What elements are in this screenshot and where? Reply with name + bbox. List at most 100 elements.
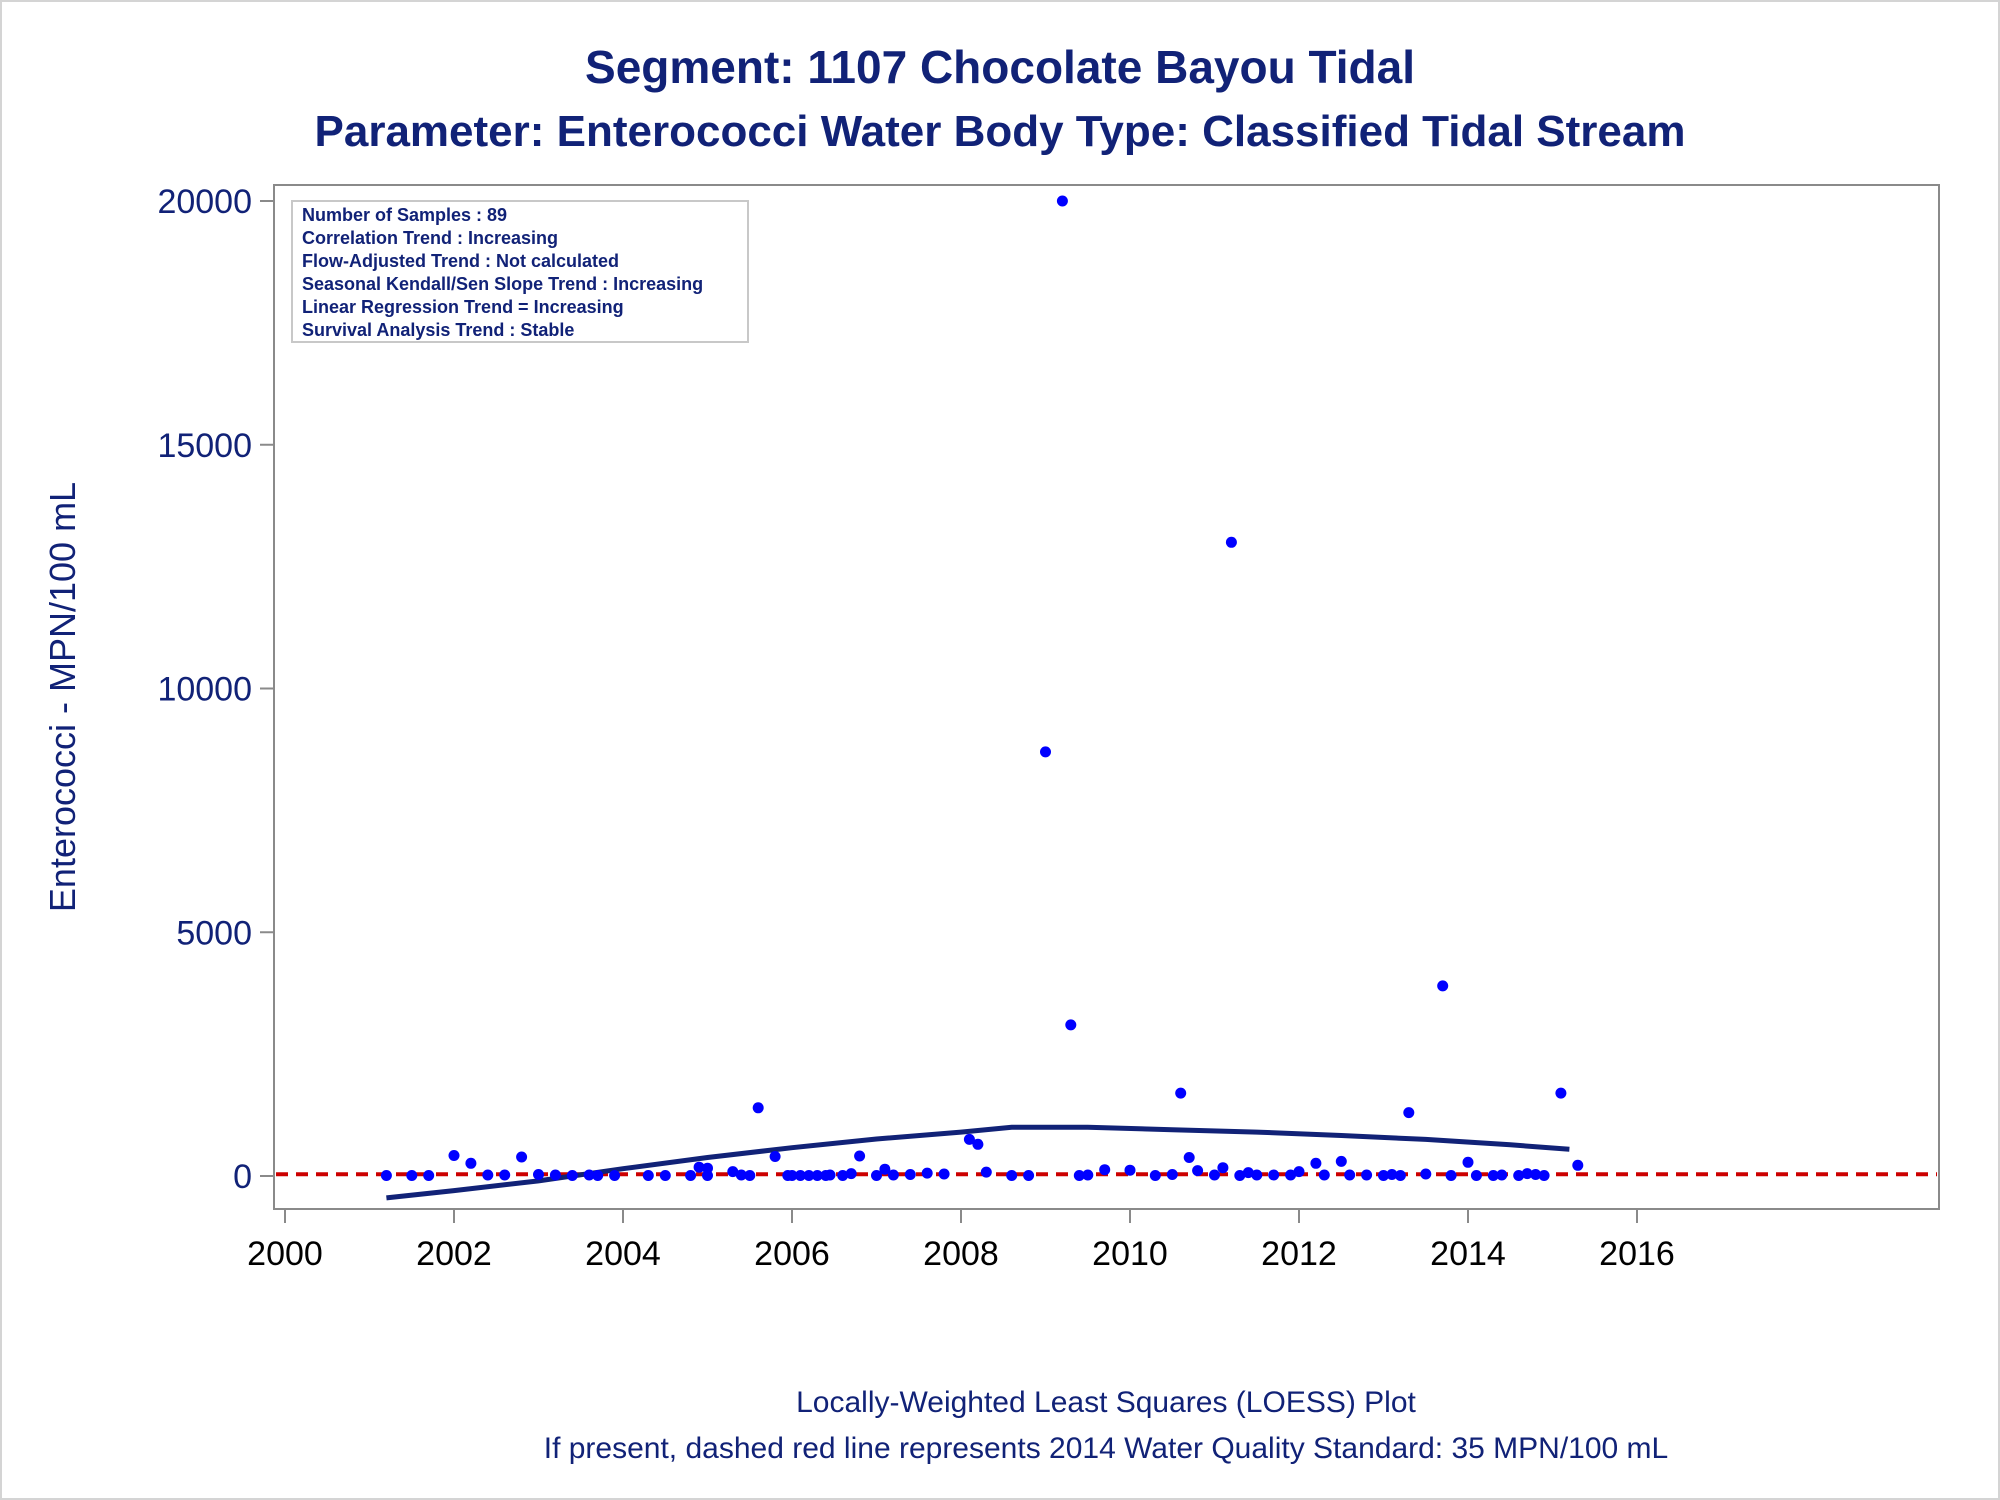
- data-point: [609, 1170, 621, 1181]
- data-point: [972, 1138, 984, 1150]
- stats-line-4: Seasonal Kendall/Sen Slope Trend : Incre…: [302, 274, 703, 294]
- x-tick-label: 2000: [247, 1235, 323, 1273]
- data-point: [904, 1169, 916, 1180]
- data-point: [845, 1168, 857, 1180]
- data-point: [1183, 1152, 1195, 1163]
- x-tick-label: 2012: [1261, 1235, 1337, 1273]
- data-point: [465, 1157, 477, 1169]
- data-point: [1225, 536, 1237, 548]
- data-point: [1268, 1169, 1280, 1181]
- data-point: [752, 1102, 764, 1114]
- footnote-2: If present, dashed red line represents 2…: [544, 1432, 1669, 1465]
- data-point: [1293, 1166, 1305, 1178]
- y-tick-label: 15000: [157, 427, 252, 465]
- data-point: [1538, 1170, 1550, 1181]
- x-tick-label: 2008: [923, 1235, 999, 1273]
- data-point: [482, 1169, 494, 1181]
- data-point: [1361, 1169, 1373, 1181]
- x-tick-label: 2010: [1092, 1235, 1168, 1273]
- data-point: [406, 1170, 418, 1181]
- plot-area: [273, 184, 1940, 1210]
- data-point: [1420, 1168, 1432, 1180]
- data-point: [1521, 1168, 1533, 1180]
- data-point: [693, 1161, 705, 1173]
- data-point: [794, 1170, 806, 1181]
- data-point: [1445, 1170, 1457, 1181]
- loess-curve: [386, 1124, 1570, 1201]
- data-point: [1403, 1107, 1415, 1119]
- data-point: [642, 1170, 654, 1181]
- data-point: [1386, 1169, 1398, 1180]
- data-point: [1023, 1170, 1035, 1181]
- data-point: [1166, 1169, 1178, 1180]
- data-point: [803, 1170, 815, 1181]
- data-point: [1496, 1169, 1508, 1181]
- stats-box: Number of Samples : 89 Correlation Trend…: [291, 200, 749, 343]
- data-point: [685, 1170, 697, 1181]
- data-point: [980, 1166, 992, 1178]
- chart-title: Segment: 1107 Chocolate Bayou Tidal: [585, 41, 1415, 93]
- data-point: [423, 1170, 435, 1181]
- data-point: [769, 1151, 781, 1162]
- data-point: [533, 1169, 544, 1180]
- data-point: [592, 1170, 604, 1181]
- data-point: [380, 1170, 392, 1181]
- data-point: [1487, 1170, 1499, 1181]
- data-point: [879, 1163, 891, 1175]
- data-point: [1470, 1170, 1482, 1181]
- data-point: [837, 1170, 849, 1181]
- data-point: [1530, 1169, 1542, 1180]
- data-point: [1149, 1170, 1161, 1181]
- y-axis-label: Enterococci - MPN/100 mL: [42, 482, 83, 912]
- data-point: [1006, 1170, 1018, 1181]
- data-point: [448, 1150, 460, 1161]
- data-point: [1065, 1019, 1077, 1031]
- y-tick-label: 0: [233, 1158, 252, 1196]
- stats-line-5: Linear Regression Trend = Increasing: [302, 297, 624, 317]
- data-point: [1073, 1170, 1085, 1181]
- y-axis: 0 5000 10000 15000 20000: [157, 183, 274, 1196]
- data-point: [1217, 1162, 1229, 1174]
- data-point: [1209, 1169, 1220, 1181]
- data-point: [1378, 1170, 1389, 1181]
- y-tick-label: 10000: [157, 671, 252, 709]
- footnote-1: Locally-Weighted Least Squares (LOESS) P…: [796, 1386, 1416, 1419]
- data-point: [1344, 1169, 1356, 1181]
- data-point: [744, 1170, 756, 1181]
- stats-line-1: Number of Samples : 89: [302, 205, 507, 225]
- data-point: [549, 1169, 561, 1181]
- data-point: [1124, 1164, 1136, 1176]
- data-point: [1099, 1164, 1111, 1176]
- x-tick-label: 2006: [754, 1235, 830, 1273]
- data-point: [1251, 1169, 1263, 1181]
- data-point: [516, 1151, 528, 1163]
- data-point: [1394, 1170, 1406, 1181]
- data-point: [1437, 980, 1449, 992]
- data-point: [963, 1133, 975, 1145]
- data-point: [938, 1168, 950, 1180]
- data-point: [871, 1170, 882, 1181]
- x-tick-label: 2002: [416, 1235, 492, 1273]
- stats-line-2: Correlation Trend : Increasing: [302, 228, 558, 248]
- data-point: [887, 1169, 899, 1181]
- data-point: [1056, 195, 1068, 207]
- data-point: [1513, 1170, 1525, 1181]
- stats-line-6: Survival Analysis Trend : Stable: [302, 320, 574, 340]
- data-point: [1192, 1165, 1204, 1177]
- data-point: [1335, 1155, 1347, 1167]
- data-point: [499, 1169, 511, 1181]
- data-point: [1555, 1087, 1567, 1099]
- data-point: [659, 1170, 671, 1181]
- data-point: [786, 1170, 798, 1181]
- data-point: [1310, 1157, 1322, 1169]
- data-point: [1572, 1159, 1584, 1171]
- data-point: [1040, 746, 1051, 758]
- data-point: [702, 1162, 713, 1174]
- data-point: [1285, 1169, 1297, 1181]
- data-point: [727, 1166, 739, 1178]
- data-point: [824, 1169, 836, 1181]
- y-tick-label: 5000: [176, 914, 252, 952]
- data-point: [1242, 1167, 1254, 1179]
- x-tick-label: 2004: [585, 1235, 661, 1273]
